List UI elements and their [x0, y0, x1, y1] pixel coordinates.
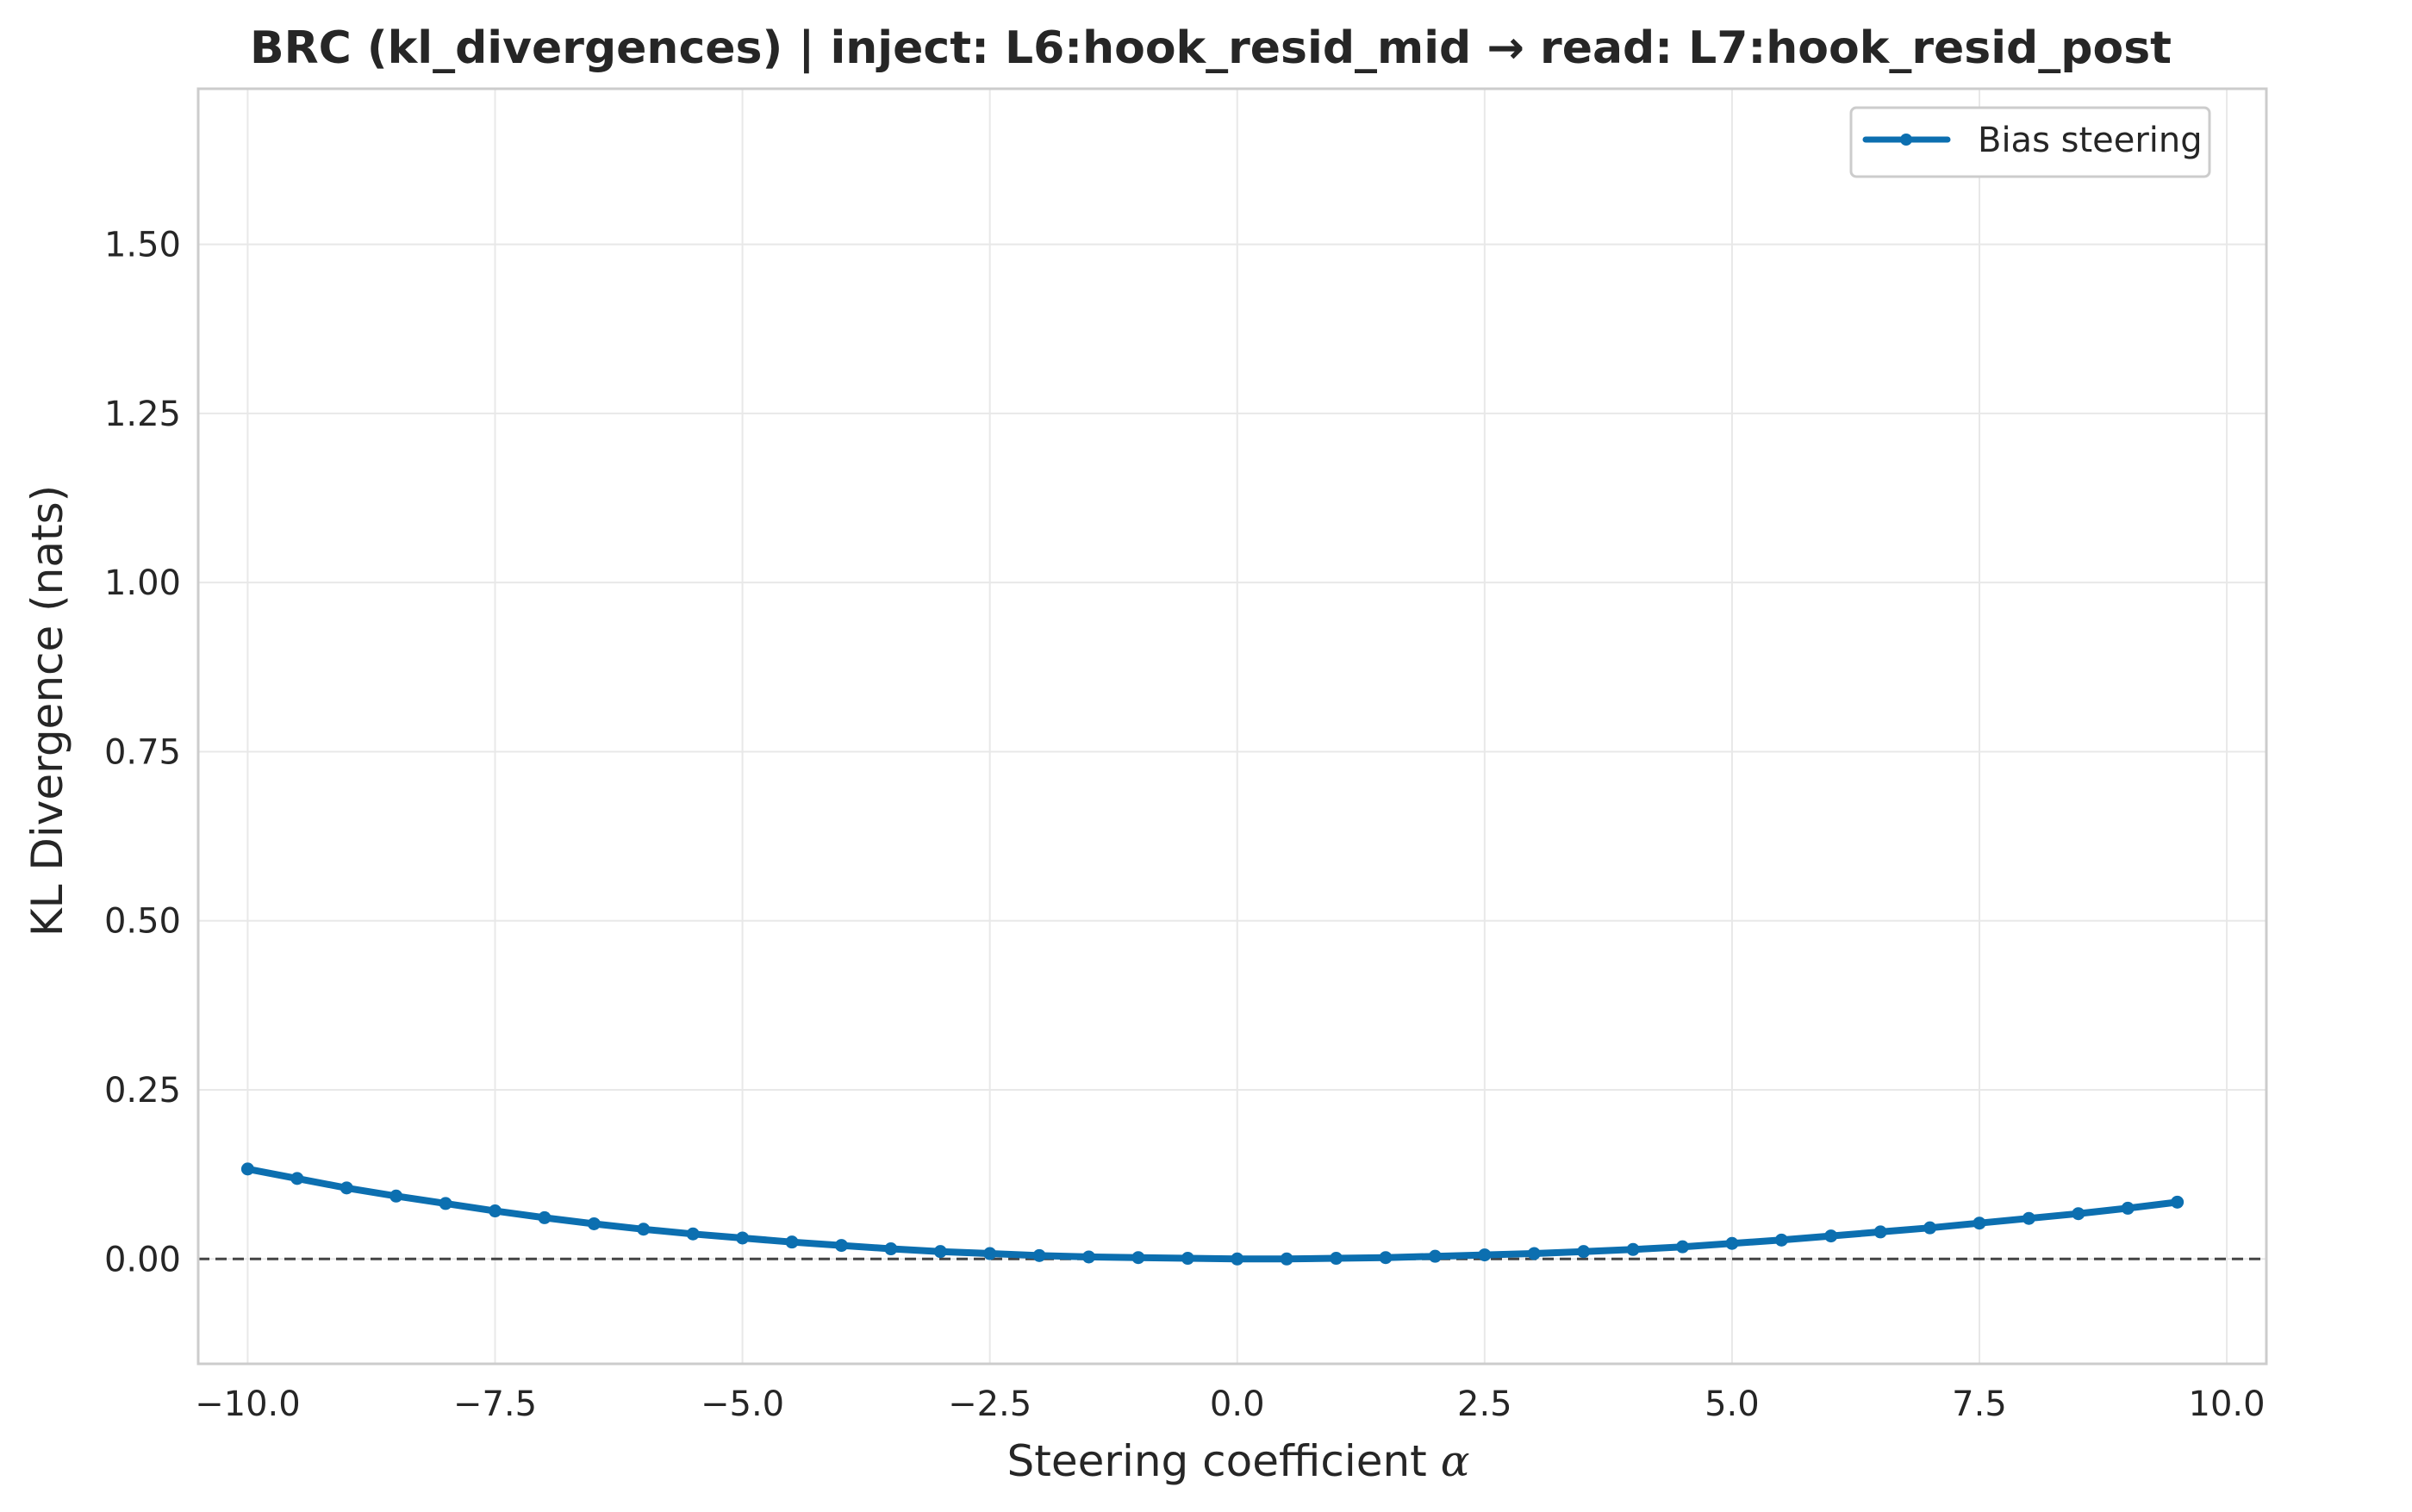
- x-tick-label: 2.5: [1457, 1384, 1512, 1424]
- y-tick-label: 0.75: [104, 732, 181, 772]
- data-point: [2072, 1207, 2085, 1221]
- data-point: [1032, 1248, 1046, 1262]
- data-point: [983, 1247, 997, 1260]
- data-point: [2022, 1211, 2035, 1225]
- series-group: [240, 1162, 2185, 1266]
- data-point: [290, 1172, 304, 1185]
- data-point: [1873, 1225, 1887, 1239]
- x-axis-label: Steering coefficient α: [1007, 1436, 1470, 1486]
- y-tick-label: 0.25: [104, 1071, 181, 1111]
- x-tick-label: 0.0: [1210, 1384, 1265, 1424]
- x-tick-label: 5.0: [1705, 1384, 1760, 1424]
- data-point: [1527, 1247, 1541, 1260]
- data-point: [340, 1181, 353, 1195]
- data-point: [1725, 1236, 1739, 1250]
- x-axis-label-text: Steering coefficient: [1007, 1436, 1441, 1486]
- data-point: [1428, 1249, 1442, 1263]
- plot-frame: [196, 87, 2268, 1366]
- data-point: [1923, 1221, 1937, 1235]
- legend: Bias steering: [1849, 106, 2211, 178]
- y-axis-label: KL Divergence (nats): [22, 485, 72, 936]
- data-point: [933, 1245, 947, 1259]
- data-point: [390, 1189, 403, 1203]
- data-point: [686, 1227, 700, 1241]
- data-point: [637, 1223, 651, 1236]
- data-point: [1675, 1240, 1689, 1254]
- y-tick-label: 1.25: [104, 395, 181, 434]
- data-point: [2121, 1201, 2135, 1215]
- x-tick-label: 10.0: [2189, 1384, 2266, 1424]
- x-tick-label: −5.0: [701, 1384, 784, 1424]
- x-tick-label: 7.5: [1952, 1384, 2007, 1424]
- y-tick-label: 1.50: [104, 226, 181, 265]
- data-point: [1973, 1216, 1986, 1230]
- data-point: [1280, 1252, 1293, 1266]
- data-point: [1626, 1242, 1640, 1256]
- data-point: [834, 1239, 848, 1253]
- data-point: [1181, 1252, 1194, 1266]
- data-point: [1379, 1251, 1393, 1265]
- x-tick-label: −7.5: [453, 1384, 537, 1424]
- y-tick-label: 0.00: [104, 1240, 181, 1279]
- data-point: [439, 1197, 452, 1210]
- data-point: [2171, 1195, 2185, 1209]
- data-point: [1478, 1248, 1492, 1262]
- y-tick-label: 0.50: [104, 902, 181, 942]
- x-tick-labels: −10.0 −7.5 −5.0 −2.5 0.0 2.5 5.0 7.5 10.0: [195, 1384, 2265, 1424]
- x-tick-label: −10.0: [195, 1384, 301, 1424]
- x-axis-label-symbol: α: [1441, 1436, 1470, 1486]
- legend-box: [1849, 106, 2211, 178]
- y-tick-label: 1.00: [104, 563, 181, 603]
- data-point: [785, 1235, 799, 1249]
- data-point: [1081, 1250, 1095, 1264]
- series-line: [244, 1165, 2181, 1263]
- data-point: [1774, 1233, 1788, 1247]
- x-tick-label: −2.5: [948, 1384, 1031, 1424]
- data-point: [736, 1231, 750, 1245]
- data-point: [488, 1204, 502, 1218]
- data-point: [1577, 1245, 1591, 1259]
- data-point: [1824, 1229, 1838, 1243]
- legend-entry-label: Bias steering: [1978, 121, 2203, 160]
- data-point: [1231, 1252, 1244, 1266]
- y-tick-labels: 0.00 0.25 0.50 0.75 1.00 1.25 1.50: [104, 226, 181, 1280]
- data-point: [587, 1216, 601, 1230]
- data-point: [884, 1242, 898, 1256]
- data-point: [1330, 1252, 1343, 1266]
- chart-title: BRC (kl_divergences) | inject: L6:hook_r…: [250, 22, 2172, 74]
- data-point: [240, 1162, 254, 1176]
- data-point: [1131, 1251, 1145, 1265]
- data-point: [538, 1210, 552, 1224]
- legend-marker-sample: [1900, 134, 1912, 146]
